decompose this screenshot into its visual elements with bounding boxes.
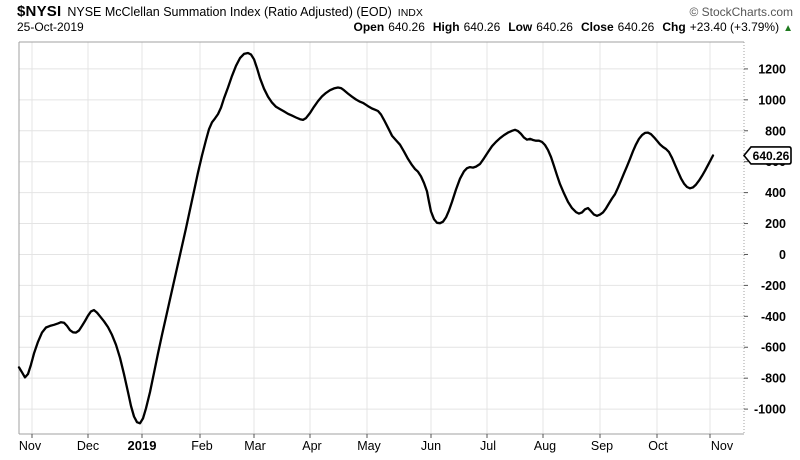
chg-value: +23.40 (+3.79%) [689, 20, 780, 34]
quote-row: 25-Oct-2019 Open 640.26 High 640.26 Low 640.2… [17, 20, 793, 34]
x-axis-label: Aug [534, 439, 556, 453]
x-axis-label: 2019 [128, 438, 157, 453]
x-axis-label: Oct [648, 439, 668, 453]
y-axis-label: 400 [765, 186, 786, 200]
last-price-tag-value: 640.26 [753, 149, 790, 163]
x-axis-label: Feb [191, 439, 213, 453]
y-axis-label: 1200 [758, 62, 786, 76]
y-axis-label: 800 [765, 124, 786, 138]
y-axis-label: 1000 [758, 93, 786, 107]
y-axis-label: -400 [761, 310, 786, 324]
low-label: Low [508, 20, 533, 34]
x-axis-label: Dec [77, 439, 99, 453]
exchange-label: INDX [397, 7, 423, 19]
ticker-symbol: $NYSI [17, 3, 62, 20]
x-axis-label: Apr [302, 439, 321, 453]
high-label: High [432, 20, 460, 34]
ohlc-strip: Open 640.26 High 640.26 Low 640.26 Close 640.26… [354, 20, 793, 34]
x-axis-label: Jul [480, 439, 496, 453]
high-value: 640.26 [463, 20, 501, 34]
x-axis-label: Nov [711, 439, 734, 453]
copyright-label: © StockCharts.com [689, 5, 793, 19]
y-axis-label: 200 [765, 217, 786, 231]
y-axis-label: -200 [761, 279, 786, 293]
chg-label: Chg [662, 20, 686, 34]
close-value: 640.26 [617, 20, 655, 34]
open-value: 640.26 [388, 20, 425, 34]
x-axis-label: Mar [244, 439, 266, 453]
open-label: Open [353, 20, 385, 34]
x-axis-label: May [357, 439, 381, 453]
x-axis-label: Sep [591, 439, 613, 453]
up-triangle-icon: ▲ [783, 23, 793, 34]
y-axis-label: -800 [761, 372, 786, 386]
low-value: 640.26 [536, 20, 573, 34]
price-line [17, 51, 715, 425]
x-axis-label: Jun [421, 439, 441, 453]
chart-date: 25-Oct-2019 [17, 20, 84, 34]
chart-title: NYSE McClellan Summation Index (Ratio Ad… [67, 5, 392, 19]
x-axis-label: Nov [19, 439, 42, 453]
close-label: Close [580, 20, 614, 34]
y-axis-label: -1000 [754, 403, 786, 417]
last-price-tag [742, 146, 792, 165]
chart-header: $NYSI NYSE McClellan Summation Index (Ra… [17, 3, 793, 20]
y-axis-label: 0 [779, 248, 786, 262]
y-axis-label: -600 [761, 341, 786, 355]
